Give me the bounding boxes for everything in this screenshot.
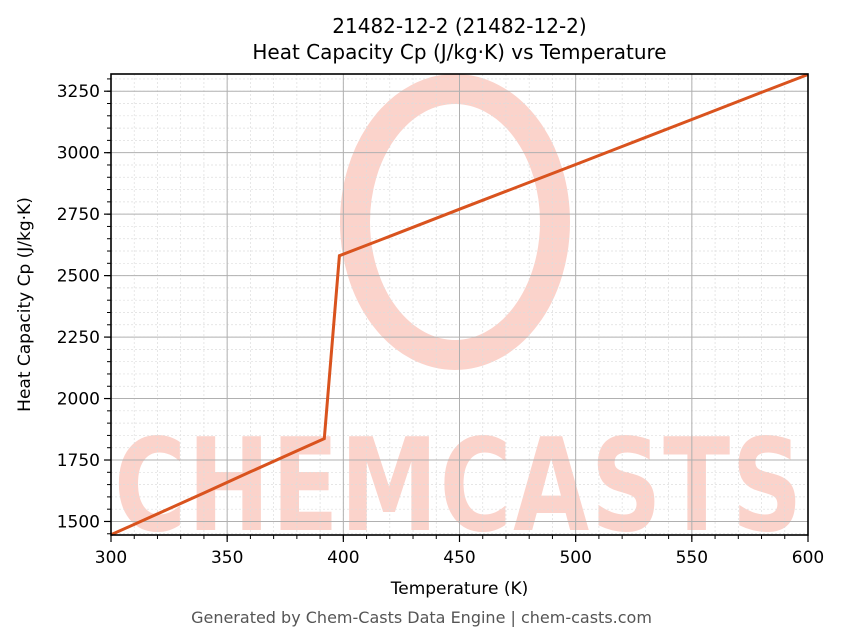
- x-tick-label: 300: [95, 548, 127, 568]
- x-tick-label: 450: [443, 548, 475, 568]
- chart-title-line2: Heat Capacity Cp (J/kg·K) vs Temperature: [252, 40, 667, 64]
- grid-major: [110, 74, 809, 535]
- x-tick-label: 500: [559, 548, 591, 568]
- y-tick-label: 2750: [57, 205, 100, 225]
- x-tick-label: 550: [676, 548, 708, 568]
- x-tick-label: 400: [327, 548, 359, 568]
- y-tick-label: 3000: [57, 144, 100, 164]
- x-axis-label: Temperature (K): [390, 579, 529, 599]
- y-axis-label: Heat Capacity Cp (J/kg·K): [15, 197, 35, 412]
- y-tick-label: 1500: [57, 512, 100, 532]
- data-series: [110, 73, 809, 537]
- footer-credit: Generated by Chem-Casts Data Engine | ch…: [191, 608, 652, 627]
- y-tick-label: 1750: [57, 451, 100, 471]
- svg-text:CHEMCASTS: CHEMCASTS: [114, 412, 804, 561]
- watermark: CHEMCASTS: [114, 74, 804, 561]
- y-tick-label: 2000: [57, 390, 100, 410]
- x-axis-ticks: 300 350 400 450 500 550 600: [95, 535, 824, 568]
- cp-line: [110, 73, 809, 537]
- y-tick-label: 3250: [57, 82, 100, 102]
- y-tick-label: 2250: [57, 328, 100, 348]
- y-tick-label: 2500: [57, 267, 100, 287]
- x-tick-label: 600: [792, 548, 824, 568]
- x-tick-label: 350: [211, 548, 243, 568]
- y-axis-ticks: 1500 1750 2000 2250 2500 2750 3000 3250: [57, 78, 111, 535]
- chart-title-line1: 21482-12-2 (21482-12-2): [332, 14, 587, 38]
